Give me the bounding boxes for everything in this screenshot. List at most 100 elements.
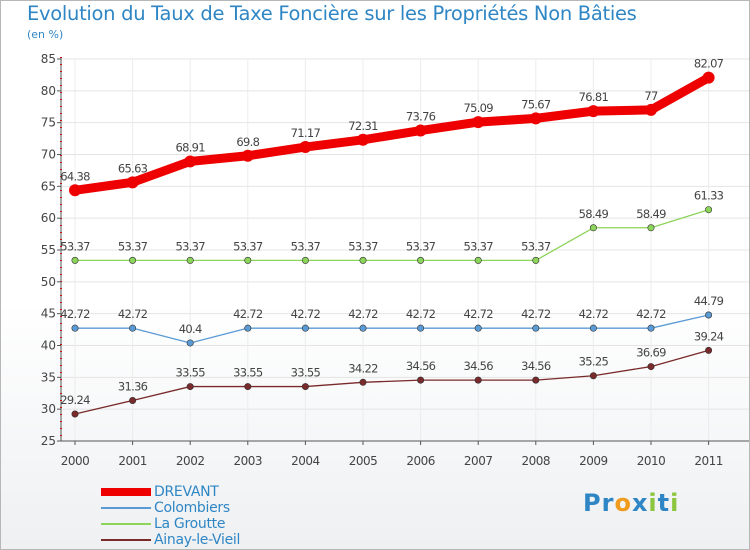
y-tick-label: 55 xyxy=(41,243,56,257)
data-point-ainay-le-vieil xyxy=(474,376,482,384)
data-label-colombiers: 40.4 xyxy=(179,322,202,336)
data-label-la-groutte: 53.37 xyxy=(521,239,551,253)
x-tick-label: 2009 xyxy=(579,454,608,468)
legend-label-colombiers: Colombiers xyxy=(154,500,230,516)
data-point-la-groutte xyxy=(244,256,252,264)
logo-letter: i xyxy=(670,489,680,517)
data-point-ainay-le-vieil xyxy=(589,372,597,380)
data-point-la-groutte xyxy=(705,206,713,214)
data-label-drevant: 72.31 xyxy=(348,119,378,133)
legend-label-ainay-le-vieil: Ainay-le-Vieil xyxy=(154,532,241,548)
data-point-ainay-le-vieil xyxy=(71,410,79,418)
data-point-colombiers xyxy=(705,311,713,319)
data-point-ainay-le-vieil xyxy=(244,383,252,391)
data-point-drevant xyxy=(299,141,312,154)
data-point-colombiers xyxy=(359,324,367,332)
y-tick-label: 35 xyxy=(41,370,56,384)
data-label-la-groutte: 53.37 xyxy=(175,239,205,253)
data-label-ainay-le-vieil: 34.56 xyxy=(521,359,551,373)
data-label-drevant: 69.8 xyxy=(236,135,259,149)
data-label-drevant: 77 xyxy=(644,89,658,103)
data-point-drevant xyxy=(69,184,81,197)
y-tick-label: 80 xyxy=(41,84,56,98)
x-tick-label: 2002 xyxy=(176,454,205,468)
y-tick-label: 30 xyxy=(41,402,56,416)
data-label-colombiers: 42.72 xyxy=(636,307,666,321)
logo-letter: x xyxy=(631,489,649,517)
data-label-colombiers: 42.72 xyxy=(233,307,263,321)
data-point-colombiers xyxy=(301,324,309,332)
data-label-colombiers: 42.72 xyxy=(348,307,378,321)
data-label-la-groutte: 58.49 xyxy=(579,207,609,221)
legend-swatch-colombiers xyxy=(101,507,151,509)
data-label-colombiers: 42.72 xyxy=(291,307,321,321)
data-point-drevant xyxy=(357,133,369,146)
x-tick-label: 2004 xyxy=(291,454,320,468)
data-point-la-groutte xyxy=(417,256,425,264)
data-point-colombiers xyxy=(417,324,425,332)
x-tick-label: 2005 xyxy=(349,454,378,468)
data-label-la-groutte: 53.37 xyxy=(406,239,436,253)
data-label-drevant: 68.91 xyxy=(175,140,205,154)
data-point-colombiers xyxy=(474,324,482,332)
data-label-la-groutte: 53.37 xyxy=(60,239,90,253)
data-point-colombiers xyxy=(647,324,655,332)
logo-letter: P xyxy=(583,489,602,517)
legend-swatch-drevant xyxy=(101,488,151,496)
data-label-drevant: 65.63 xyxy=(118,161,148,175)
data-label-la-groutte: 53.37 xyxy=(291,239,321,253)
data-label-la-groutte: 53.37 xyxy=(463,239,493,253)
y-tick-label: 65 xyxy=(41,179,56,193)
x-tick-label: 2006 xyxy=(406,454,435,468)
logo-letter: t xyxy=(657,489,671,517)
chart-title: Evolution du Taux de Taxe Foncière sur l… xyxy=(27,2,637,25)
data-point-drevant xyxy=(241,149,254,162)
data-label-ainay-le-vieil: 39.24 xyxy=(694,329,724,343)
data-point-ainay-le-vieil xyxy=(532,376,540,384)
series-line-la-groutte xyxy=(74,209,710,262)
series-line-drevant xyxy=(70,73,714,195)
data-label-drevant: 75.67 xyxy=(521,97,551,111)
data-point-drevant xyxy=(126,176,139,189)
data-point-la-groutte xyxy=(647,224,655,232)
data-point-drevant xyxy=(529,112,542,125)
data-label-ainay-le-vieil: 34.22 xyxy=(348,361,378,375)
data-point-colombiers xyxy=(129,324,137,332)
legend-swatch-ainay-le-vieil xyxy=(101,539,151,541)
y-tick-label: 85 xyxy=(41,52,56,66)
data-point-la-groutte xyxy=(186,256,194,264)
data-label-colombiers: 42.72 xyxy=(579,307,609,321)
data-label-la-groutte: 61.33 xyxy=(694,189,724,203)
data-label-ainay-le-vieil: 33.55 xyxy=(291,366,321,380)
y-tick-label: 60 xyxy=(41,211,56,225)
data-point-ainay-le-vieil xyxy=(705,346,713,354)
data-point-ainay-le-vieil xyxy=(359,378,367,386)
series-line-colombiers xyxy=(74,314,710,344)
data-point-ainay-le-vieil xyxy=(186,383,194,391)
data-point-drevant xyxy=(587,105,600,118)
data-label-colombiers: 42.72 xyxy=(118,307,148,321)
x-tick-label: 2007 xyxy=(464,454,493,468)
logo-letter: r xyxy=(601,489,615,517)
data-label-ainay-le-vieil: 34.56 xyxy=(406,359,436,373)
data-point-la-groutte xyxy=(301,256,309,264)
data-label-drevant: 82.07 xyxy=(694,57,724,71)
data-label-la-groutte: 58.49 xyxy=(636,207,666,221)
data-point-la-groutte xyxy=(129,256,137,264)
logo-letter: o xyxy=(614,489,632,517)
data-label-colombiers: 42.72 xyxy=(406,307,436,321)
data-point-colombiers xyxy=(71,324,79,332)
data-point-drevant xyxy=(645,103,657,116)
x-tick-label: 2011 xyxy=(694,454,723,468)
y-tick-label: 40 xyxy=(41,339,56,353)
x-tick-label: 2003 xyxy=(234,454,263,468)
data-label-drevant: 73.76 xyxy=(406,110,436,124)
data-label-ainay-le-vieil: 35.25 xyxy=(579,355,609,369)
x-tick-label: 2000 xyxy=(61,454,90,468)
chart-subtitle: (en %) xyxy=(27,28,64,41)
data-point-la-groutte xyxy=(589,224,597,232)
legend-swatch-la-groutte xyxy=(101,523,151,525)
data-point-la-groutte xyxy=(71,256,79,264)
